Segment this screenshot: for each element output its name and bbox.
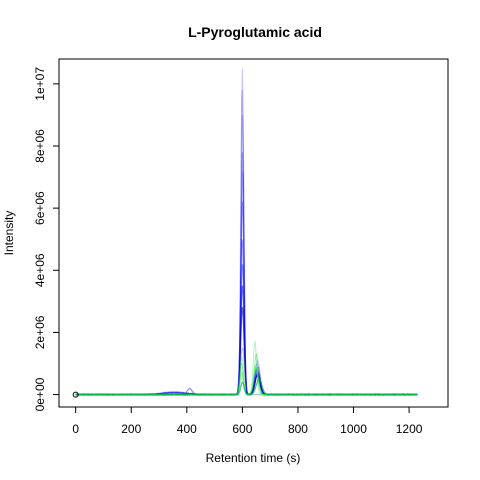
series-line [75, 201, 418, 396]
chart-title: L-Pyroglutamic acid [188, 24, 322, 40]
plot-area [72, 68, 418, 398]
y-axis: 0e+00 2e+06 4e+06 6e+06 8e+06 1e+07 [33, 67, 60, 411]
x-tick-label: 200 [121, 422, 141, 436]
y-tick-label: 2e+06 [33, 315, 47, 349]
x-tick-label: 1000 [340, 422, 367, 436]
series-line [75, 90, 418, 397]
y-tick-label: 0e+00 [33, 377, 47, 411]
series-line [75, 347, 418, 397]
series-line [75, 264, 418, 396]
x-tick-label: 600 [232, 422, 252, 436]
x-tick-label: 0 [72, 422, 79, 436]
series-line [75, 239, 418, 397]
x-axis-label: Retention time (s) [206, 451, 301, 465]
series-line [75, 171, 418, 397]
y-axis-label: Intensity [2, 211, 16, 256]
x-tick-label: 800 [288, 422, 308, 436]
series-line [75, 68, 418, 397]
y-tick-label: 8e+06 [33, 129, 47, 163]
series-line [75, 377, 418, 397]
series-line [75, 114, 418, 396]
series-line [75, 152, 418, 396]
x-tick-label: 400 [177, 422, 197, 436]
y-tick-label: 4e+06 [33, 253, 47, 287]
x-tick-label: 1200 [396, 422, 423, 436]
x-axis: 0 200 400 600 800 1000 1200 [72, 406, 423, 436]
y-tick-label: 6e+06 [33, 191, 47, 225]
origin-marker [72, 391, 79, 398]
y-tick-label: 1e+07 [33, 67, 47, 101]
